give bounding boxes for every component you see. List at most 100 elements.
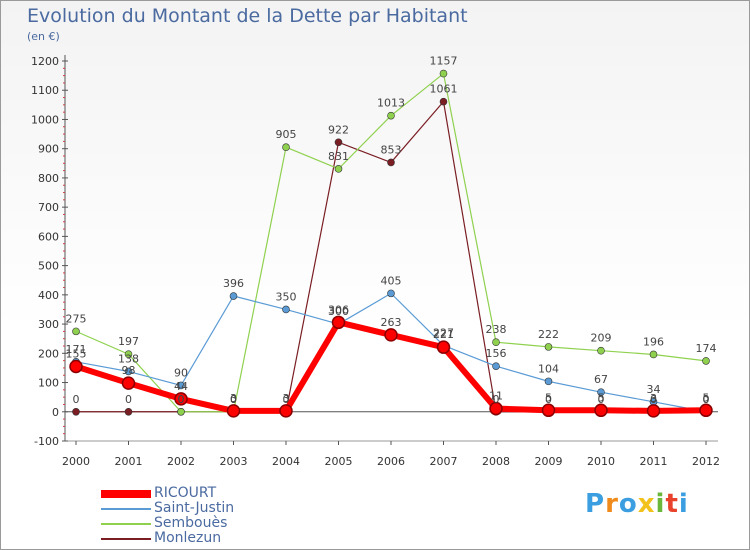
legend-swatch [101, 523, 151, 525]
x-tick-label: 2005 [325, 455, 353, 468]
data-point [387, 111, 395, 120]
data-point [229, 292, 238, 300]
data-label: 350 [276, 290, 297, 303]
data-point [384, 328, 398, 342]
data-point [597, 346, 605, 355]
data-point [439, 69, 448, 78]
data-label: 396 [223, 277, 244, 290]
data-point [177, 381, 185, 390]
data-point [124, 350, 133, 358]
data-label: 0 [125, 393, 132, 406]
proxiti-logo: Proxiti [585, 489, 689, 519]
data-label: 922 [328, 123, 349, 136]
data-point [387, 289, 395, 298]
data-point [72, 327, 80, 336]
data-label: 197 [118, 335, 139, 348]
data-label: 174 [696, 342, 717, 355]
data-label: 405 [381, 274, 402, 287]
data-label: 0 [493, 393, 500, 406]
data-label: 0 [230, 393, 237, 406]
data-label: 155 [66, 347, 87, 360]
y-tick-label: 300 [38, 318, 59, 331]
data-point [597, 388, 605, 396]
legend-label: Saint-Justin [154, 500, 235, 516]
legend-swatch [101, 538, 151, 540]
legend-label: Sembouès [154, 515, 228, 531]
data-point [177, 407, 185, 416]
data-point [69, 359, 83, 374]
x-tick-label: 2010 [587, 455, 615, 468]
data-label: 306 [328, 303, 349, 316]
data-label: 227 [433, 326, 454, 339]
data-label: 67 [594, 373, 608, 386]
y-tick-label: 200 [38, 347, 59, 360]
x-tick-label: 2007 [430, 455, 458, 468]
data-label: 1061 [430, 83, 458, 96]
x-tick-label: 2003 [220, 455, 248, 468]
x-tick-label: 2002 [167, 455, 195, 468]
data-label: 5 [703, 391, 710, 404]
data-point [226, 404, 241, 418]
data-point [279, 404, 293, 418]
data-label: 171 [66, 343, 87, 356]
data-point [124, 407, 133, 416]
data-label: 5 [598, 391, 605, 404]
data-label: 209 [591, 332, 612, 345]
y-tick-label: 700 [38, 201, 59, 214]
series-line [75, 72, 707, 413]
data-label: 0 [178, 393, 185, 406]
data-label: 3 [650, 392, 657, 405]
data-label: 138 [118, 352, 139, 365]
y-tick-label: 400 [38, 289, 59, 302]
data-label: 196 [643, 335, 664, 348]
data-label: 853 [381, 143, 402, 156]
data-label: 0 [650, 393, 657, 406]
data-label: 90 [174, 366, 188, 379]
data-point [439, 97, 448, 106]
data-label: 156 [486, 347, 507, 360]
y-tick-label: 0 [52, 406, 59, 419]
data-point [646, 404, 661, 418]
data-label: 104 [538, 362, 559, 375]
data-label: 0 [178, 393, 185, 406]
chart-title: Evolution du Montant de la Dette par Hab… [27, 5, 468, 27]
data-point [594, 403, 608, 418]
data-point [436, 340, 451, 354]
data-point [124, 367, 133, 376]
y-tick-label: 1100 [31, 84, 59, 97]
data-label: 0 [545, 393, 552, 406]
y-tick-label: 900 [38, 143, 59, 156]
data-point [282, 305, 290, 314]
data-label: 275 [66, 312, 87, 325]
data-point [544, 343, 553, 351]
logo-letter: i [655, 489, 666, 519]
data-point [702, 357, 710, 365]
y-tick-label: 500 [38, 260, 59, 273]
data-point [492, 362, 500, 370]
data-label: 1013 [377, 97, 405, 110]
logo-letter: o [618, 489, 638, 519]
x-tick-label: 2009 [535, 455, 563, 468]
x-tick-label: 2011 [640, 455, 668, 468]
data-label: 222 [538, 328, 559, 341]
logo-letter: r [605, 489, 619, 519]
y-tick-label: 800 [38, 172, 59, 185]
x-tick-label: 2006 [377, 455, 405, 468]
data-label: 5 [545, 391, 552, 404]
data-label: 0 [230, 393, 237, 406]
data-label: 3 [230, 392, 237, 405]
data-label: 905 [276, 128, 297, 141]
data-label: 11 [489, 390, 503, 403]
data-point [489, 401, 503, 416]
data-point [334, 138, 343, 147]
data-point [492, 338, 500, 347]
data-label: 221 [433, 328, 454, 341]
data-label: 98 [122, 364, 136, 377]
logo-letter: x [637, 489, 656, 519]
data-point [649, 350, 658, 359]
data-label: 0 [283, 393, 290, 406]
data-label: 1157 [430, 55, 458, 68]
x-tick-label: 2012 [692, 455, 720, 468]
data-label: 0 [598, 393, 605, 406]
